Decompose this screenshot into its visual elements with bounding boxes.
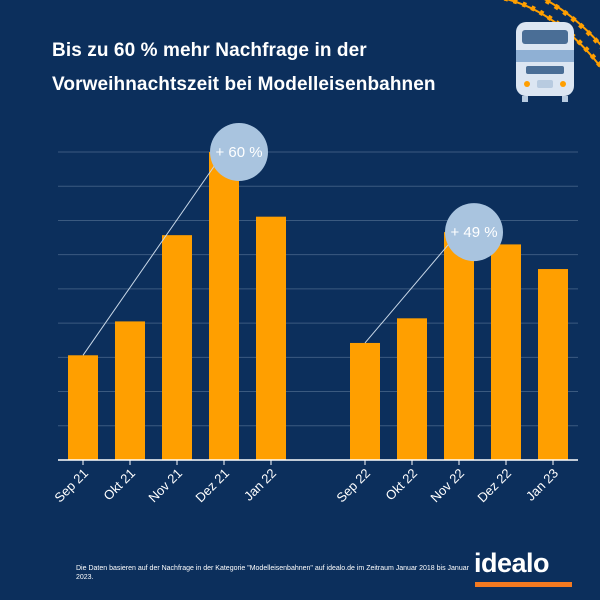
x-tick-label: Sep 21 xyxy=(51,466,91,506)
growth-bubble-label: + 49 % xyxy=(450,224,497,241)
brand-logo: idealo xyxy=(474,548,550,578)
bar-nov-21 xyxy=(162,235,192,460)
train-icon xyxy=(516,22,574,102)
chart-title-line-2: Vorweihnachtszeit bei Modelleisenbahnen xyxy=(52,74,436,95)
bars xyxy=(68,152,568,460)
x-tick-label: Dez 22 xyxy=(474,466,514,506)
x-tick-label: Dez 21 xyxy=(192,466,232,506)
growth-bubble xyxy=(445,203,503,262)
growth-bubble xyxy=(210,123,268,181)
x-tick-label: Okt 21 xyxy=(100,466,138,504)
bar-sep-21 xyxy=(68,355,98,460)
growth-bubble-label: + 60 % xyxy=(215,144,262,161)
x-tick-label: Nov 22 xyxy=(427,466,467,506)
brand-underline xyxy=(475,582,572,587)
chart-title-line-1: Bis zu 60 % mehr Nachfrage in der xyxy=(52,40,367,61)
x-tick-label: Sep 22 xyxy=(333,466,373,506)
bar-okt-22 xyxy=(397,318,427,460)
x-axis: Sep 21 Okt 21 Nov 21 Dez 21 Jan 22 Sep 22 Okt … xyxy=(51,459,578,506)
bar-okt-21 xyxy=(115,321,145,460)
x-tick-label: Okt 22 xyxy=(382,466,420,504)
x-tick-label: Jan 22 xyxy=(241,466,279,504)
footnote: Die Daten basieren auf der Nachfrage in … xyxy=(76,565,469,582)
bar-nov-22 xyxy=(444,232,474,460)
bar-jan-22 xyxy=(256,216,286,460)
bar-dez-21 xyxy=(209,152,239,460)
bar-dez-22 xyxy=(491,244,521,460)
x-tick-label: Nov 21 xyxy=(145,466,185,506)
bar-jan-23 xyxy=(538,269,568,460)
annotations: + 60 % + 49 % xyxy=(82,123,503,356)
growth-connector-line xyxy=(82,151,225,356)
bar-sep-22 xyxy=(350,342,380,460)
growth-connector-line xyxy=(364,231,460,344)
x-tick-label: Jan 23 xyxy=(523,466,561,504)
